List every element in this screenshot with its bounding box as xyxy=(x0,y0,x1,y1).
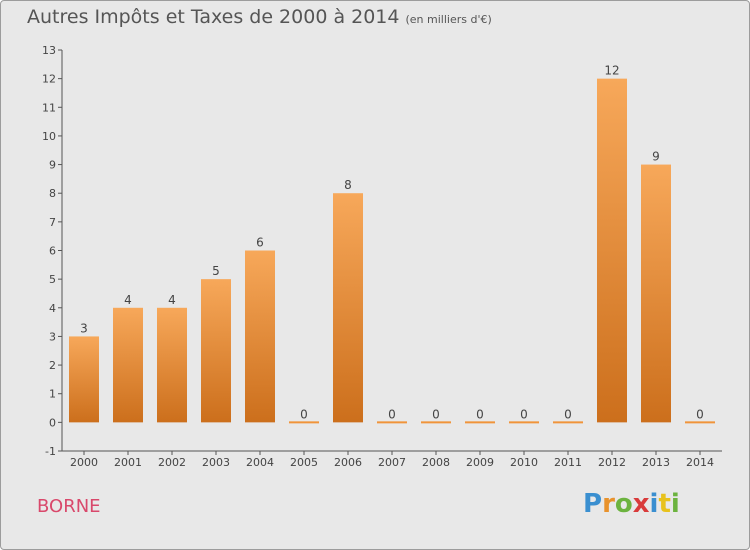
y-tick-label: 0 xyxy=(49,416,56,429)
bar-2010 xyxy=(509,421,539,424)
bar-2012 xyxy=(597,78,627,423)
x-tick-label: 2012 xyxy=(598,456,626,469)
chart-bars xyxy=(69,78,715,424)
y-tick-label: 8 xyxy=(49,187,56,200)
x-tick-label: 2004 xyxy=(246,456,274,469)
data-label-2009: 0 xyxy=(476,407,484,421)
logo-letter: t xyxy=(658,489,671,519)
x-tick-label: 2005 xyxy=(290,456,318,469)
logo-letter: o xyxy=(614,489,633,519)
data-label-2004: 6 xyxy=(256,236,264,250)
bar-2007 xyxy=(377,421,407,424)
y-tick-label: 5 xyxy=(49,273,56,286)
bar-2004 xyxy=(245,250,275,423)
data-label-2006: 8 xyxy=(344,178,352,192)
data-label-2005: 0 xyxy=(300,407,308,421)
y-tick-label: -1 xyxy=(45,445,56,458)
data-label-2013: 9 xyxy=(652,150,660,164)
bar-2006 xyxy=(333,193,363,423)
logo-letter: r xyxy=(602,489,615,519)
x-tick-label: 2006 xyxy=(334,456,362,469)
data-label-2000: 3 xyxy=(80,321,88,335)
chart-title: Autres Impôts et Taxes de 2000 à 2014 (en… xyxy=(27,6,492,28)
y-tick-label: 13 xyxy=(42,44,56,57)
y-tick-label: 10 xyxy=(42,130,56,143)
y-tick-label: 12 xyxy=(42,73,56,86)
bar-2009 xyxy=(465,421,495,424)
bar-2013 xyxy=(641,164,671,423)
data-label-2008: 0 xyxy=(432,407,440,421)
x-tick-label: 2013 xyxy=(642,456,670,469)
data-label-2011: 0 xyxy=(564,407,572,421)
logo-letter: x xyxy=(632,489,650,519)
bar-2002 xyxy=(157,307,187,423)
x-tick-label: 2001 xyxy=(114,456,142,469)
x-tick-label: 2003 xyxy=(202,456,230,469)
proxiti-logo: Proxiti xyxy=(583,489,680,519)
y-tick-label: 4 xyxy=(49,302,56,315)
bar-2011 xyxy=(553,421,583,424)
chart-data-labels: 3 4 4 5 6 0 8 0 0 0 0 0 12 9 0 xyxy=(80,64,704,422)
logo-letter: i xyxy=(649,489,659,519)
bar-2001 xyxy=(113,307,143,423)
y-tick-label: 6 xyxy=(49,245,56,258)
x-tick-label: 2000 xyxy=(70,456,98,469)
x-tick-label: 2010 xyxy=(510,456,538,469)
bar-2003 xyxy=(201,279,231,423)
logo-letter: P xyxy=(583,489,603,519)
bar-2008 xyxy=(421,421,451,424)
bar-2014 xyxy=(685,421,715,424)
y-tick-label: 1 xyxy=(49,388,56,401)
bar-2000 xyxy=(69,336,99,423)
y-tick-label: 3 xyxy=(49,330,56,343)
y-tick-label: 7 xyxy=(49,216,56,229)
x-tick-label: 2009 xyxy=(466,456,494,469)
y-tick-label: 9 xyxy=(49,159,56,172)
logo-letter: i xyxy=(670,489,680,519)
unit-note: (en milliers d'€) xyxy=(405,13,492,26)
x-tick-label: 2008 xyxy=(422,456,450,469)
data-label-2007: 0 xyxy=(388,407,396,421)
y-tick-label: 11 xyxy=(42,101,56,114)
x-tick-label: 2002 xyxy=(158,456,186,469)
x-tick-label: 2014 xyxy=(686,456,714,469)
x-tick-label: 2011 xyxy=(554,456,582,469)
title-text: Autres Impôts et Taxes de 2000 à 2014 xyxy=(27,6,400,28)
x-tick-label: 2007 xyxy=(378,456,406,469)
bar-2005 xyxy=(289,421,319,424)
data-label-2014: 0 xyxy=(696,407,704,421)
data-label-2002: 4 xyxy=(168,293,176,307)
y-tick-label: 2 xyxy=(49,359,56,372)
data-label-2001: 4 xyxy=(124,293,132,307)
commune-name: BORNE xyxy=(37,496,101,517)
data-label-2010: 0 xyxy=(520,407,528,421)
data-label-2003: 5 xyxy=(212,264,220,278)
data-label-2012: 12 xyxy=(604,64,619,78)
